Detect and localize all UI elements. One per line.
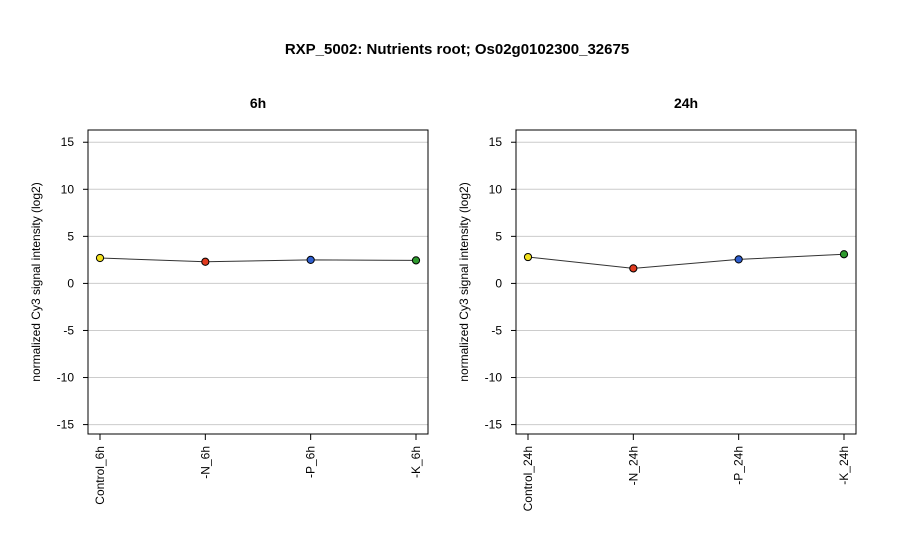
x-tick-label-control-24h: Control_24h [521,446,535,511]
plot-frame [87,129,429,435]
y-tick-label: -10 [57,371,75,385]
y-tick-label: -5 [491,323,502,337]
panel-title: 24h [674,95,698,111]
y-tick-label: 10 [489,182,503,196]
x-tick-label-n-6h: -N_6h [198,446,212,479]
panel-6h: 6h -15 -10 -5 0 5 10 15 normalized Cy3 signal in… [29,95,429,505]
x-tick-label-control-6h: Control_6h [93,446,107,505]
y-tick-label: 10 [61,182,75,196]
series-line [527,253,845,269]
plot-frame [515,129,857,435]
panel-title: 6h [250,95,266,111]
y-tick-label: 15 [61,135,75,149]
x-tick-label-k-6h: -K_6h [409,446,423,478]
y-tick-label: 15 [489,135,503,149]
data-point-k-24h [839,250,849,259]
x-tick-label-p-24h: -P_24h [732,446,746,485]
y-axis-label: normalized Cy3 signal intensity (log2) [457,182,471,381]
data-point-k-6h [411,256,421,265]
y-tick-label: -15 [485,418,503,432]
x-tick-label-k-24h: -K_24h [837,446,851,485]
panel-24h: 24h -15 -10 -5 0 5 10 15 normalized Cy3 signal i… [457,95,857,511]
y-tick-label: 5 [67,229,74,243]
figure-title: RXP_5002: Nutrients root; Os02g0102300_3… [285,41,629,58]
y-tick-label: -5 [63,323,74,337]
data-point-p-24h [734,255,743,264]
data-point-control-24h [523,252,533,262]
y-tick-label: 5 [495,229,502,243]
data-point-n-6h [201,257,210,266]
y-tick-label: -10 [485,371,503,385]
data-point-control-6h [95,253,105,263]
y-axis-label: normalized Cy3 signal intensity (log2) [29,182,43,381]
data-point-n-24h [629,264,638,273]
y-tick-label: 0 [67,276,74,290]
y-tick-label: 0 [495,276,502,290]
y-tick-label: -15 [57,418,75,432]
x-tick-label-p-6h: -P_6h [304,446,318,478]
x-tick-label-n-24h: -N_24h [626,446,640,485]
data-point-p-6h [306,255,315,264]
series-line [99,257,417,263]
